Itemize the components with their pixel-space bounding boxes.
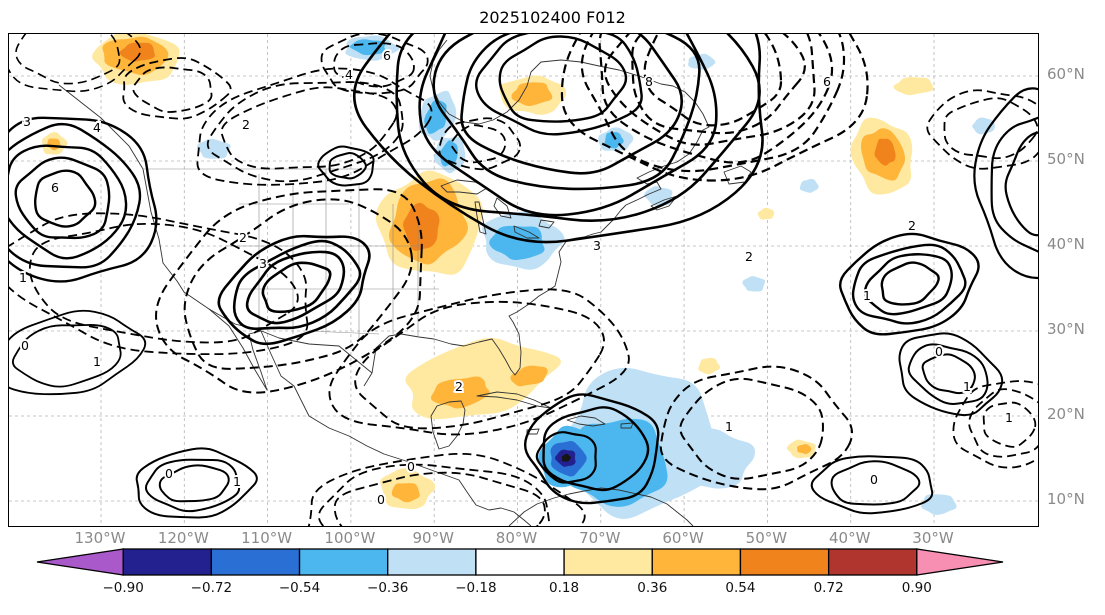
svg-text:0: 0: [407, 459, 415, 474]
colorbar-tick-label: 0.72: [813, 580, 844, 596]
y-axis-tick-labels: 60°N 50°N 40°N 30°N 20°N 10°N: [1047, 33, 1105, 525]
svg-text:0: 0: [870, 472, 878, 487]
x-tick-label: 90°W: [412, 529, 454, 547]
x-tick-label: 80°W: [495, 529, 538, 547]
colorbar-tick-label: 0.36: [637, 580, 668, 596]
svg-text:3: 3: [259, 256, 267, 271]
colorbar: [35, 548, 1005, 576]
colorbar-tick-label: −0.36: [367, 580, 409, 596]
svg-text:0: 0: [165, 466, 173, 481]
colorbar-tick-label: −0.54: [278, 580, 321, 596]
x-tick-label: 40°W: [828, 529, 871, 547]
svg-text:6: 6: [383, 48, 391, 63]
x-tick-label: 60°W: [662, 529, 704, 547]
x-tick-label: 70°W: [579, 529, 621, 547]
svg-text:1: 1: [93, 354, 101, 369]
x-tick-label: 110°W: [241, 529, 293, 547]
svg-text:2: 2: [908, 218, 916, 233]
colorbar-tick-labels: −0.90 −0.72 −0.54 −0.36 −0.18 0.18 0.36 0.54 0.7…: [35, 580, 1005, 598]
chart-title: 2025102400 F012: [479, 8, 626, 27]
svg-text:1: 1: [1005, 410, 1013, 425]
y-tick-label: 40°N: [1047, 235, 1085, 253]
svg-text:0: 0: [377, 492, 385, 507]
x-tick-label: 120°W: [157, 529, 209, 547]
svg-text:2: 2: [745, 249, 753, 264]
svg-text:0: 0: [935, 344, 943, 359]
svg-text:2: 2: [239, 230, 247, 245]
x-axis-tick-labels: 130°W 120°W 110°W 100°W 90°W 80°W 70°W 60°W 50°W…: [8, 529, 1037, 549]
colorbar-tick-label: −0.90: [102, 580, 144, 596]
svg-text:4: 4: [345, 67, 353, 82]
y-tick-label: 10°N: [1047, 490, 1085, 508]
svg-text:4: 4: [93, 120, 101, 135]
svg-text:0: 0: [21, 338, 29, 353]
svg-text:1: 1: [725, 419, 733, 434]
svg-text:2: 2: [455, 379, 463, 394]
colorbar-tick-label: 0.90: [901, 580, 932, 596]
y-tick-label: 30°N: [1047, 320, 1085, 338]
svg-text:3: 3: [593, 238, 601, 253]
svg-text:2: 2: [242, 117, 250, 132]
colorbar-tick-label: −0.72: [190, 580, 233, 596]
svg-text:6: 6: [51, 180, 59, 195]
colorbar-tick-label: −0.18: [455, 580, 497, 596]
x-tick-label: 30°W: [912, 529, 954, 547]
svg-text:8: 8: [645, 74, 653, 89]
colorbar-svg: [36, 548, 1004, 576]
x-tick-label: 50°W: [745, 529, 788, 547]
svg-text:1: 1: [863, 288, 871, 303]
colorbar-tick-label: 0.18: [549, 580, 580, 596]
y-tick-label: 60°N: [1047, 65, 1085, 83]
svg-text:1: 1: [233, 474, 241, 489]
svg-text:6: 6: [823, 74, 831, 89]
colorbar-tick-label: 0.54: [725, 580, 756, 596]
svg-text:1: 1: [963, 379, 971, 394]
y-tick-label: 20°N: [1047, 405, 1085, 423]
x-tick-label: 100°W: [324, 529, 376, 547]
y-tick-label: 50°N: [1047, 150, 1085, 168]
x-tick-label: 130°W: [74, 529, 126, 547]
svg-text:3: 3: [23, 114, 31, 129]
svg-text:1: 1: [19, 270, 27, 285]
